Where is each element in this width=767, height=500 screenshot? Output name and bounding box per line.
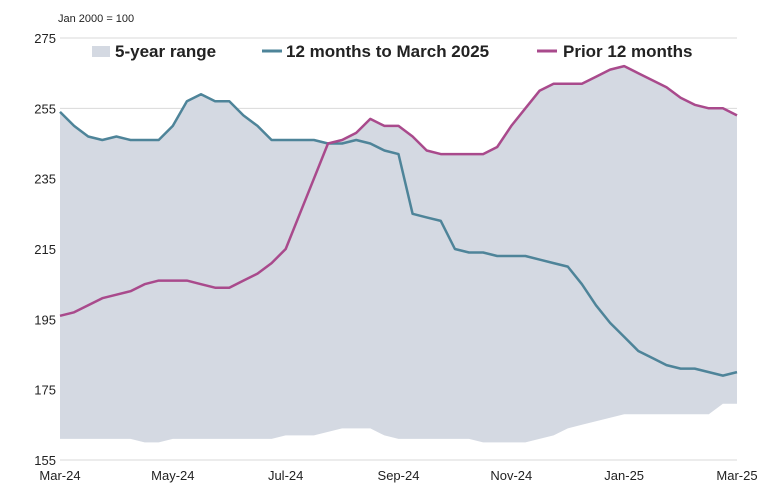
x-tick-label-0: Mar-24 (39, 468, 80, 483)
y-tick-label-1: 175 (34, 383, 56, 398)
series-line-1 (59, 64, 738, 318)
legend-label-1: 12 months to March 2025 (286, 42, 489, 61)
x-tick-label-2: Jul-24 (268, 468, 303, 483)
legend-swatch-0 (92, 46, 110, 57)
y-tick-label-0: 155 (34, 453, 56, 468)
x-tick-label-5: Jan-25 (604, 468, 644, 483)
x-tick-labels: Mar-24 May-24 Jul-24 Sep-24 Nov-24 Jan-25 Mar-… (39, 468, 757, 483)
series-lines (59, 64, 738, 377)
y-tick-label-2: 195 (34, 312, 56, 327)
x-tick-label-1: May-24 (151, 468, 194, 483)
y-tick-label-4: 235 (34, 172, 56, 187)
y-tick-label-3: 215 (34, 242, 56, 257)
series-line-0 (59, 93, 738, 377)
x-tick-label-3: Sep-24 (378, 468, 420, 483)
x-tick-label-6: Mar-25 (716, 468, 757, 483)
legend-label-2: Prior 12 months (563, 42, 692, 61)
y-tick-labels: 155 175 195 215 235 255 275 (34, 31, 56, 468)
y-tick-label-5: 255 (34, 101, 56, 116)
legend-label-0: 5-year range (115, 42, 216, 61)
range-band (60, 66, 737, 443)
x-tick-label-4: Nov-24 (490, 468, 532, 483)
y-axis-title: Jan 2000 = 100 (58, 13, 134, 25)
range-band-area (60, 66, 737, 443)
legend: 5-year range 12 months to March 2025 Prior… (92, 42, 692, 61)
y-tick-label-6: 275 (34, 31, 56, 46)
